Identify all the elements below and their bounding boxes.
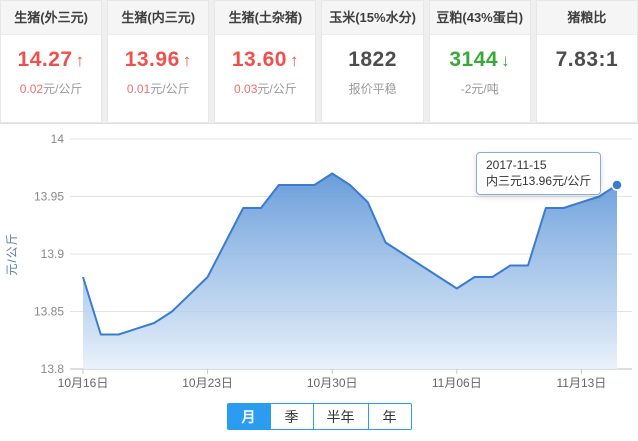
svg-text:13.95: 13.95 <box>34 190 64 204</box>
card-pig-mixed: 生猪(土杂猪) 13.60 ↑ 0.03元/公斤 <box>214 0 317 123</box>
svg-text:11月13日: 11月13日 <box>556 376 606 390</box>
card-title: 豆粕(43%蛋白) <box>429 1 530 35</box>
card-unit: 元/公斤 <box>257 82 297 96</box>
card-change-value: 0.01 <box>126 82 151 96</box>
price-trend-chart[interactable]: 元/公斤 13.8 13.85 13.9 13.95 14 10月16日 10月23日 10月… <box>0 124 638 396</box>
svg-text:13.8: 13.8 <box>41 362 65 376</box>
card-soybean-meal: 豆粕(43%蛋白) 3144 ↓ -2元/吨 <box>428 0 531 123</box>
card-pig-grain-ratio: 猪粮比 7.83:1 <box>535 0 638 123</box>
card-status-text: 报价平稳 <box>348 82 397 96</box>
card-pig-outer: 生猪(外三元) 14.27 ↑ 0.02元/公斤 <box>0 0 103 123</box>
card-title: 生猪(土杂猪) <box>215 1 316 35</box>
card-value: 3144 <box>449 48 499 71</box>
card-change-value: 0.02 <box>19 82 44 96</box>
tab-quarter[interactable]: 季 <box>269 403 314 430</box>
tab-half-year[interactable]: 半年 <box>312 403 369 430</box>
trend-up-icon: ↑ <box>75 51 85 70</box>
area-chart-canvas[interactable]: 元/公斤 13.8 13.85 13.9 13.95 14 10月16日 10月23日 10月… <box>0 124 638 396</box>
card-title: 猪粮比 <box>536 1 637 35</box>
stat-cards-row: 生猪(外三元) 14.27 ↑ 0.02元/公斤 生猪(内三元) 13.96 ↑ 0… <box>0 0 638 124</box>
trend-up-icon: ↑ <box>289 51 299 70</box>
card-value: 13.60 <box>231 48 287 71</box>
svg-text:13.9: 13.9 <box>41 247 65 261</box>
trend-up-icon: ↑ <box>182 51 192 70</box>
tab-year[interactable]: 年 <box>367 403 412 430</box>
card-unit: 元/吨 <box>471 82 499 96</box>
trend-down-icon: ↓ <box>501 51 511 70</box>
card-value: 7.83:1 <box>555 48 619 71</box>
card-corn: 玉米(15%水分) 1822 报价平稳 <box>321 0 424 123</box>
svg-text:13.85: 13.85 <box>34 305 64 319</box>
card-change-value: -2 <box>460 82 472 96</box>
svg-text:10月16日: 10月16日 <box>58 376 109 390</box>
card-change-value: 0.03 <box>234 82 258 96</box>
card-value: 13.96 <box>124 48 180 71</box>
chart-series-area: 13.8 13.85 13.9 13.95 14 10月16日 10月23日 10月30日 11… <box>34 132 632 390</box>
svg-text:10月30日: 10月30日 <box>307 376 358 390</box>
last-point-marker <box>611 179 623 191</box>
svg-text:11月06日: 11月06日 <box>432 376 482 390</box>
chart-tooltip: 2017-11-15 内三元13.96元/公斤 <box>476 152 602 195</box>
period-tabs-bar: 月 季 半年 年 <box>0 396 638 441</box>
tooltip-value: 内三元13.96元/公斤 <box>486 174 592 188</box>
svg-text:10月23日: 10月23日 <box>182 376 233 390</box>
tooltip-date: 2017-11-15 <box>486 158 547 172</box>
card-value: 1822 <box>348 48 397 71</box>
card-pig-inner: 生猪(内三元) 13.96 ↑ 0.01元/公斤 <box>107 0 210 123</box>
svg-text:14: 14 <box>51 132 65 146</box>
card-title: 生猪(外三元) <box>1 1 102 35</box>
card-title: 玉米(15%水分) <box>322 1 423 35</box>
tab-month[interactable]: 月 <box>226 403 271 430</box>
card-unit: 元/公斤 <box>150 82 190 96</box>
y-axis-title: 元/公斤 <box>5 232 19 275</box>
card-unit: 元/公斤 <box>43 82 83 96</box>
card-value: 14.27 <box>17 48 73 71</box>
card-title: 生猪(内三元) <box>108 1 209 35</box>
